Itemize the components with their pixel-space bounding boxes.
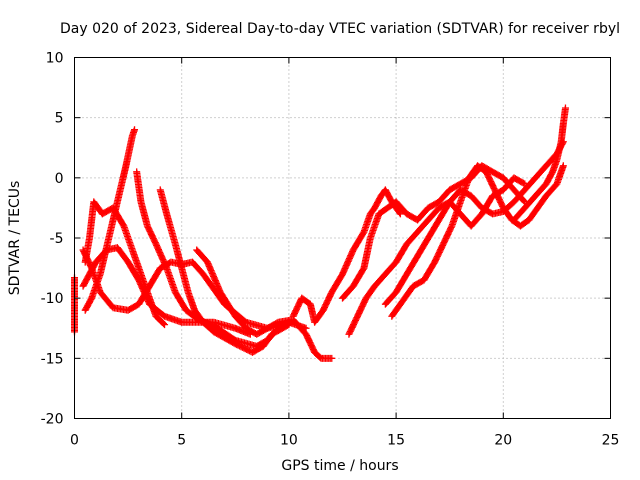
- data-point: [561, 104, 569, 112]
- x-tick-label: 10: [280, 433, 298, 449]
- data-point: [396, 209, 404, 217]
- data-point: [519, 179, 527, 187]
- data-point: [161, 321, 169, 329]
- series-arc-6: [156, 186, 293, 356]
- x-tick-label: 0: [70, 433, 79, 449]
- y-tick-label: 0: [55, 171, 64, 187]
- data-markers: [71, 104, 569, 362]
- series-arc-8: [289, 186, 404, 326]
- x-tick-label: 25: [602, 433, 620, 449]
- x-tick-label: 5: [177, 433, 186, 449]
- y-tick-label: 5: [55, 111, 64, 127]
- y-axis-label: SDTVAR / TECUs: [7, 181, 23, 296]
- series-arc-11: [381, 138, 567, 308]
- series-arc-1: [81, 126, 139, 314]
- series-arc-9: [339, 162, 529, 302]
- tick-labels: 0 5 10 15 20 25 -20 -15 -10 -5 0 5 10: [41, 51, 620, 449]
- axis-ticks: [74, 57, 611, 419]
- series-arc-7: [193, 246, 336, 362]
- y-tick-label: -10: [41, 291, 64, 307]
- series-arc-5: [133, 168, 293, 350]
- data-point: [520, 197, 528, 205]
- data-point: [131, 126, 139, 134]
- y-tick-label: 10: [46, 51, 64, 67]
- chart-title: Day 020 of 2023, Sidereal Day-to-day VTE…: [60, 21, 620, 37]
- series-arc-3: [79, 244, 254, 338]
- x-axis-label: GPS time / hours: [281, 458, 398, 474]
- x-tick-label: 20: [494, 433, 512, 449]
- data-point: [396, 210, 404, 218]
- y-tick-label: -15: [41, 351, 64, 367]
- series-arc-12: [388, 162, 567, 320]
- data-point: [559, 162, 567, 170]
- y-tick-label: -5: [50, 231, 64, 247]
- data-point: [159, 320, 167, 328]
- y-tick-label: -20: [41, 412, 64, 428]
- series-arc-13: [510, 104, 569, 224]
- x-tick-label: 15: [387, 433, 405, 449]
- data-point: [328, 354, 336, 362]
